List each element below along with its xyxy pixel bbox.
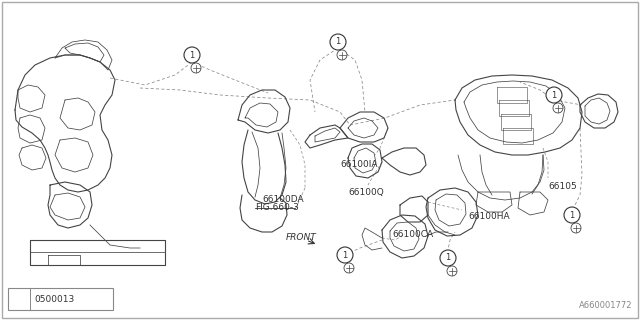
Text: 1: 1 <box>17 294 22 303</box>
Text: 66100DA: 66100DA <box>262 195 303 204</box>
Circle shape <box>184 47 200 63</box>
Text: 1: 1 <box>189 51 195 60</box>
Text: 66100IA: 66100IA <box>340 160 378 169</box>
Circle shape <box>330 34 346 50</box>
Circle shape <box>337 50 347 60</box>
Circle shape <box>546 87 562 103</box>
Text: 1: 1 <box>335 37 340 46</box>
Text: 0500013: 0500013 <box>34 294 74 303</box>
Circle shape <box>337 247 353 263</box>
Circle shape <box>440 250 456 266</box>
Text: 1: 1 <box>445 253 451 262</box>
Circle shape <box>447 266 457 276</box>
Text: 66100HA: 66100HA <box>468 212 509 221</box>
Circle shape <box>12 292 26 306</box>
Circle shape <box>571 223 581 233</box>
Text: 1: 1 <box>342 251 348 260</box>
Text: 1: 1 <box>570 211 575 220</box>
Text: 1: 1 <box>552 91 557 100</box>
Circle shape <box>564 207 580 223</box>
Circle shape <box>191 63 201 73</box>
Text: FIG.660-3: FIG.660-3 <box>255 204 299 212</box>
Text: A660001772: A660001772 <box>579 301 632 310</box>
Circle shape <box>344 263 354 273</box>
Text: 66100Q: 66100Q <box>348 188 384 197</box>
Circle shape <box>553 103 563 113</box>
Text: FRONT: FRONT <box>286 234 317 243</box>
Bar <box>8 288 113 310</box>
Text: 66105: 66105 <box>548 182 577 191</box>
Text: 66100CA: 66100CA <box>392 230 433 239</box>
